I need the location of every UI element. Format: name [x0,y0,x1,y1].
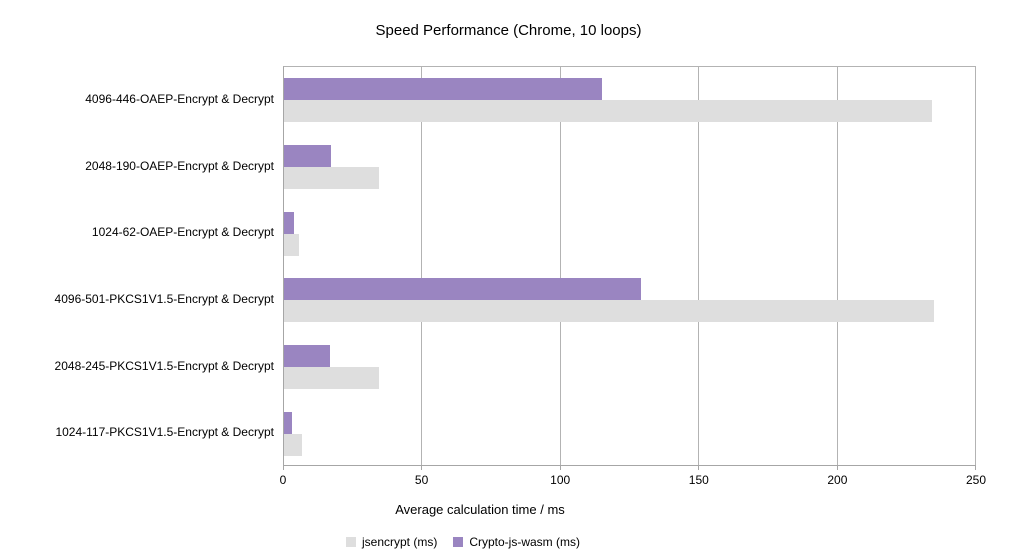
x-tick-label: 150 [688,473,709,487]
tick-mark-x-50 [421,465,423,470]
x-tick-label: 100 [550,473,571,487]
category-label: 1024-117-PKCS1V1.5-Encrypt & Decrypt [55,425,274,440]
bar-crypto-js-wasm [284,278,642,301]
tick-mark-x-200 [836,465,838,470]
bar-jsencrypt [284,100,932,123]
bar-crypto-js-wasm [284,145,332,167]
x-axis-title: Average calculation time / ms [395,502,565,517]
bar-crypto-js-wasm [284,211,294,234]
category-label: 4096-446-OAEP-Encrypt & Decrypt [85,91,274,106]
bar-crypto-js-wasm [284,345,330,367]
bar-crypto-js-wasm [284,78,603,101]
tick-mark-x-150 [698,465,700,470]
tick-mark-x-0 [283,465,284,470]
legend-item: jsencrypt (ms) [345,535,438,549]
bar-crypto-js-wasm [284,411,293,434]
category-label: 1024-62-OAEP-Encrypt & Decrypt [91,225,274,240]
bar-jsencrypt [284,433,302,456]
gridline-x-50 [421,67,423,465]
gridline-x-250 [975,67,976,465]
tick-mark-x-100 [559,465,561,470]
x-tick-label: 0 [279,473,287,487]
legend-label: jsencrypt (ms) [361,535,438,549]
gridline-x-200 [836,67,838,465]
gridline-x-100 [559,67,561,465]
category-label: 2048-245-PKCS1V1.5-Encrypt & Decrypt [54,358,274,373]
tick-mark-x-250 [975,465,976,470]
gridline-x-150 [698,67,700,465]
bar-jsencrypt [284,367,380,389]
x-tick-label: 50 [414,473,429,487]
x-tick-label: 250 [965,473,987,487]
x-tick-label: 200 [827,473,848,487]
bar-jsencrypt [284,233,300,256]
legend-item: Crypto-js-wasm (ms) [453,535,580,549]
category-label: 2048-190-OAEP-Encrypt & Decrypt [85,158,274,173]
category-label: 4096-501-PKCS1V1.5-Encrypt & Decrypt [54,291,274,306]
chart-title: Speed Performance (Chrome, 10 loops) [375,22,642,39]
legend-label: Crypto-js-wasm (ms) [469,535,581,549]
legend-swatch-icon [453,537,464,547]
legend: jsencrypt (ms) Crypto-js-wasm (ms) [345,535,580,549]
bar-jsencrypt [284,167,380,189]
plot-area [283,66,976,470]
bar-jsencrypt [284,300,935,323]
legend-swatch-icon [345,537,356,547]
